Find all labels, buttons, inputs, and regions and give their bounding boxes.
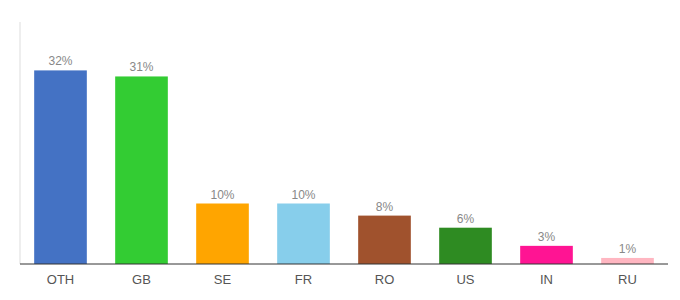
x-tick-label: US xyxy=(456,272,474,287)
bar xyxy=(277,204,330,265)
data-label: 10% xyxy=(291,188,315,202)
data-label: 3% xyxy=(538,230,556,244)
chart-svg: 32% 31% 10% 10% 8% 6% 3% 1% OTH GB SE FR RO US IN RU xyxy=(0,0,680,300)
bar xyxy=(34,70,87,264)
data-labels: 32% 31% 10% 10% 8% 6% 3% 1% xyxy=(48,54,636,256)
x-tick-label: SE xyxy=(214,272,232,287)
y-axis-line xyxy=(20,22,21,264)
bar xyxy=(115,76,168,264)
bar xyxy=(439,228,492,264)
x-tick-label: IN xyxy=(540,272,553,287)
bar xyxy=(520,246,573,264)
data-label: 1% xyxy=(619,242,637,256)
chart-container: 32% 31% 10% 10% 8% 6% 3% 1% OTH GB SE FR RO US IN RU xyxy=(0,0,680,300)
bar xyxy=(196,204,249,265)
bars xyxy=(34,70,654,264)
bar xyxy=(601,258,654,264)
data-label: 32% xyxy=(48,54,72,68)
data-label: 6% xyxy=(457,212,475,226)
bar xyxy=(358,216,411,264)
x-tick-label: FR xyxy=(295,272,312,287)
x-tick-label: RO xyxy=(375,272,395,287)
x-tick-label: RU xyxy=(618,272,637,287)
x-axis-line xyxy=(20,264,668,265)
data-label: 31% xyxy=(129,60,153,74)
x-axis: OTH GB SE FR RO US IN RU xyxy=(47,272,637,287)
data-label: 8% xyxy=(376,200,394,214)
x-tick-label: GB xyxy=(132,272,151,287)
x-tick-label: OTH xyxy=(47,272,74,287)
data-label: 10% xyxy=(210,188,234,202)
